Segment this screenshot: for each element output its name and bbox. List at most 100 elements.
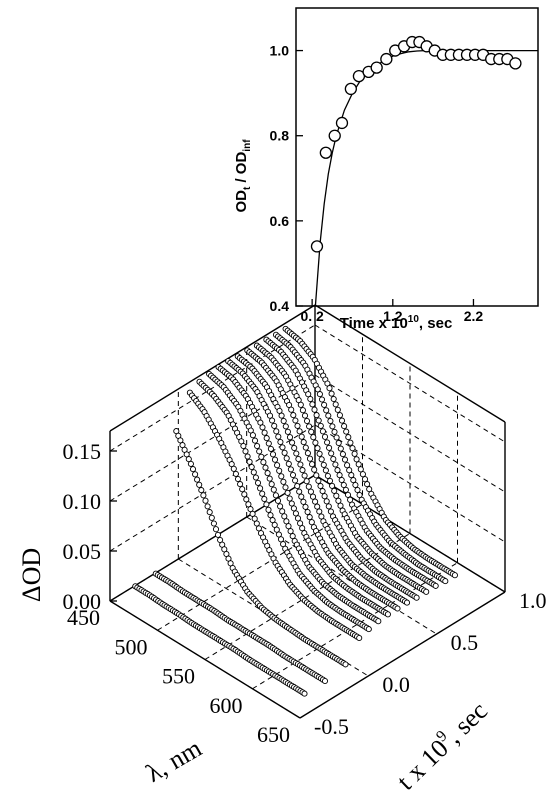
3d-x-axis-label: λ, nm	[141, 733, 206, 788]
3d-trace-point	[304, 508, 311, 516]
3d-box-edge	[314, 304, 506, 423]
3d-trace-point	[286, 434, 294, 441]
3d-trace-point	[274, 497, 282, 504]
3d-trace-point	[244, 453, 251, 460]
inset-y-tick-label: 0.6	[270, 213, 290, 229]
inset-x-tick-label: 0. 2	[300, 308, 324, 324]
inset-y-tick-label: 0.4	[270, 298, 290, 314]
transient-spectra-3d-chart: 0.00 0.05 0.10 0.15 450 500 550 600 650 -0.5 0.0 0.…	[17, 304, 547, 796]
3d-trace-point	[266, 475, 273, 482]
3d-trace-point	[237, 481, 244, 488]
3d-trace-point	[335, 439, 342, 447]
3d-trace-point	[317, 482, 324, 490]
3d-trace-point	[338, 476, 345, 484]
3d-trace	[272, 331, 449, 585]
3d-trace-point	[352, 481, 359, 489]
3d-trace-point	[297, 401, 304, 408]
3d-trace-point	[299, 525, 306, 532]
3d-trace-point	[327, 417, 334, 425]
inset-y-tick-label: 0.8	[270, 128, 290, 144]
3d-trace-point	[326, 385, 333, 392]
3d-trace-point	[202, 497, 209, 504]
3d-trace-point	[264, 470, 271, 477]
3d-trace-point	[442, 578, 449, 585]
inset-y-axis: 0.4 0.6 0.8 1.0	[270, 43, 303, 314]
3d-spectra-traces	[132, 325, 458, 697]
3d-trace-point	[311, 406, 318, 413]
3d-trace-point	[403, 599, 411, 606]
3d-trace-point	[294, 482, 301, 490]
3d-trace-point	[281, 449, 288, 456]
3d-trace-point	[297, 520, 304, 527]
3d-trace-point	[242, 448, 249, 455]
3d-x-tick-label: 650	[257, 722, 290, 747]
3d-trace-point	[334, 406, 341, 413]
3d-trace-point	[291, 444, 298, 452]
inset-x-label-main: Time x 10	[340, 315, 408, 332]
3d-axis-ticks: 0.00 0.05 0.10 0.15 450 500 550 600 650 -0.5 0.0 0.…	[63, 439, 547, 747]
inset-y-label-separator: /	[233, 174, 250, 187]
3d-trace-point	[269, 451, 277, 458]
3d-trace-point	[284, 489, 291, 496]
3d-trace-point	[257, 485, 264, 492]
3d-trace-point	[267, 445, 274, 452]
3d-trace-point	[296, 428, 303, 435]
3d-trace-point	[312, 498, 319, 505]
3d-trace-point	[353, 456, 360, 463]
3d-trace-point	[351, 450, 358, 457]
3d-trace-point	[361, 476, 369, 483]
3d-trace	[244, 347, 420, 601]
inset-kinetics-chart: 0.4 0.6 0.8 1.0 0. 2 1.2 2.2 Time x 1010, sec…	[233, 7, 539, 332]
3d-trace-point	[277, 503, 284, 510]
3d-trace-point	[340, 481, 347, 489]
3d-y-axis	[299, 591, 506, 719]
3d-trace-point	[212, 526, 220, 533]
3d-y-tick-label: 0.5	[451, 630, 479, 655]
3d-trace-point	[281, 513, 288, 520]
inset-data-point	[319, 146, 332, 159]
3d-trace-point	[345, 434, 352, 441]
3d-trace-point	[323, 407, 330, 414]
3d-trace-point	[384, 611, 391, 618]
3d-trace-point	[320, 461, 327, 468]
3d-trace-point	[289, 439, 296, 446]
3d-trace-point	[279, 508, 286, 515]
3d-trace-point	[254, 479, 262, 486]
3d-trace-point	[269, 417, 276, 424]
inset-y-label-denominator: OD	[233, 152, 250, 175]
3d-trace-point	[365, 626, 372, 633]
3d-trace-point	[292, 510, 299, 517]
3d-trace-point	[298, 493, 305, 500]
3d-trace-point	[301, 412, 309, 419]
3d-trace-point	[232, 470, 239, 477]
3d-trace-point	[302, 444, 309, 451]
inset-y-label-numerator-sub: t	[242, 186, 253, 190]
3d-trace	[253, 342, 430, 595]
3d-trace-point	[296, 488, 303, 495]
3d-trace-point	[259, 490, 266, 497]
3d-trace-point	[325, 412, 332, 419]
3d-grid-line	[252, 562, 458, 690]
3d-trace-point	[308, 519, 315, 526]
3d-y-axis-label: t x 109, sec	[391, 695, 493, 795]
3d-trace-point	[294, 422, 301, 429]
3d-trace-point	[309, 401, 316, 408]
3d-x-axis	[109, 600, 301, 719]
3d-trace-point	[194, 476, 201, 483]
3d-trace-point	[354, 486, 361, 494]
3d-trace-point	[312, 439, 319, 446]
3d-trace-point	[313, 412, 320, 419]
3d-trace-point	[324, 439, 331, 446]
3d-trace-point	[210, 520, 217, 527]
3d-trace-point	[250, 469, 257, 476]
3d-z-tick-label: 0.00	[63, 589, 102, 614]
3d-trace-point	[230, 465, 237, 472]
3d-trace-point	[314, 503, 321, 510]
3d-x-tick-label: 600	[210, 693, 243, 718]
3d-trace-point	[330, 455, 337, 463]
3d-trace-point	[240, 442, 247, 450]
inset-y-axis-label: ODt / ODinf	[233, 139, 253, 213]
3d-trace-point	[333, 492, 340, 499]
3d-trace-point	[324, 472, 331, 479]
